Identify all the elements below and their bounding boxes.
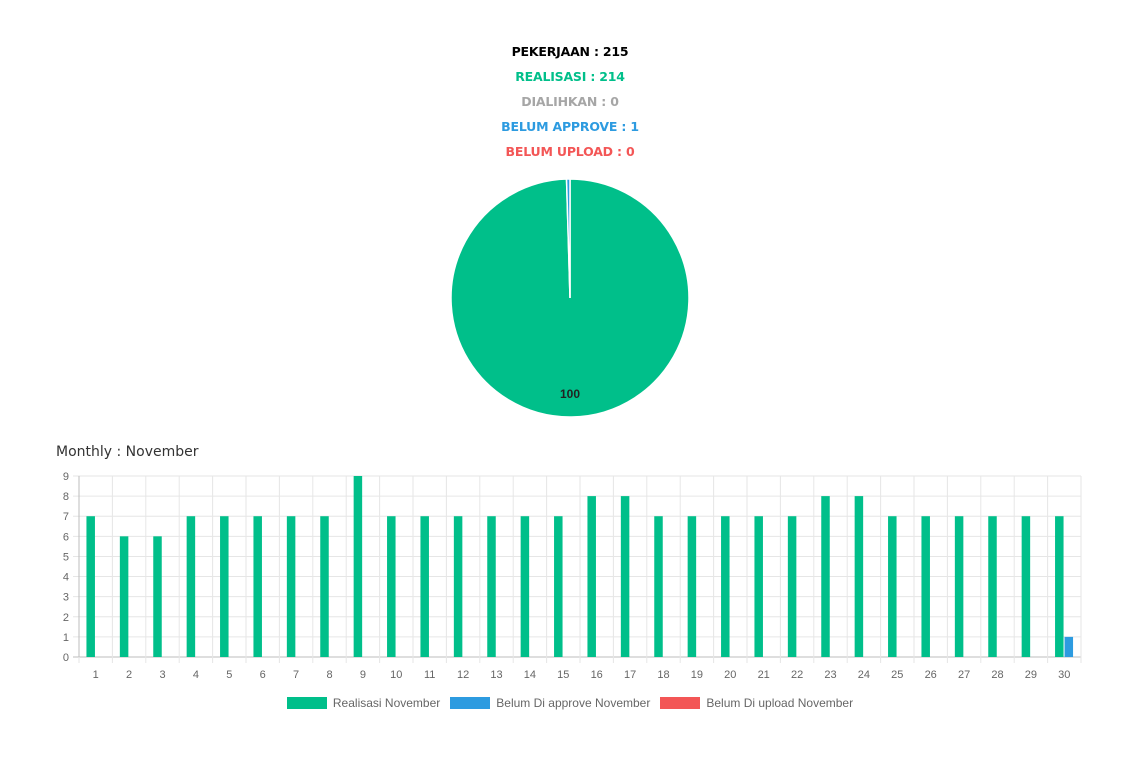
- bar-realisasi[interactable]: [487, 516, 496, 657]
- y-tick-label: 4: [63, 572, 69, 584]
- bar-belum-approve[interactable]: [1064, 636, 1074, 657]
- legend-item-belum-upload[interactable]: Belum Di upload November: [660, 696, 853, 710]
- x-tick-label: 24: [858, 669, 870, 681]
- x-tick-label: 28: [991, 669, 1003, 681]
- x-tick-label: 1: [93, 669, 99, 681]
- bar-realisasi[interactable]: [721, 516, 730, 657]
- x-tick-label: 17: [624, 669, 636, 681]
- x-tick-label: 19: [691, 669, 703, 681]
- bar-realisasi[interactable]: [253, 516, 262, 657]
- x-tick-label: 21: [758, 669, 770, 681]
- x-tick-label: 30: [1058, 669, 1070, 681]
- legend-item-realisasi[interactable]: Realisasi November: [286, 696, 441, 710]
- dialihkan-count: DIALIHKAN : 0: [521, 94, 619, 109]
- bar-realisasi[interactable]: [854, 496, 864, 657]
- pie-chart: 100: [450, 178, 690, 418]
- x-tick-label: 9: [360, 669, 366, 681]
- bar-realisasi[interactable]: [620, 496, 630, 657]
- bar-realisasi[interactable]: [988, 516, 997, 657]
- belum-approve-count: BELUM APPROVE : 1: [501, 119, 639, 134]
- legend-swatch-belum-approve: [450, 697, 491, 709]
- legend-swatch-belum-upload: [660, 697, 701, 709]
- pie-data-label: 100: [560, 387, 580, 401]
- y-tick-label: 6: [63, 531, 69, 543]
- bar-realisasi[interactable]: [453, 516, 463, 657]
- bar-realisasi[interactable]: [153, 536, 162, 657]
- bar-realisasi[interactable]: [520, 516, 530, 657]
- x-tick-label: 26: [925, 669, 937, 681]
- bar-realisasi[interactable]: [554, 516, 563, 657]
- bar-realisasi[interactable]: [654, 516, 663, 657]
- y-tick-label: 5: [63, 551, 69, 563]
- x-tick-label: 29: [1025, 669, 1037, 681]
- bar-realisasi[interactable]: [86, 516, 95, 657]
- y-tick-label: 9: [63, 471, 69, 483]
- y-tick-label: 8: [63, 491, 69, 503]
- legend-swatch-realisasi: [286, 697, 327, 709]
- legend-label-realisasi: Realisasi November: [332, 696, 441, 710]
- bar-realisasi[interactable]: [186, 516, 196, 657]
- y-tick-label: 0: [63, 652, 69, 664]
- bar-realisasi[interactable]: [286, 516, 296, 657]
- x-tick-label: 11: [424, 669, 435, 681]
- x-tick-label: 23: [824, 669, 836, 681]
- x-tick-label: 18: [657, 669, 669, 681]
- x-tick-label: 15: [557, 669, 569, 681]
- pekerjaan-count: PEKERJAAN : 215: [511, 44, 629, 59]
- x-tick-label: 13: [490, 669, 502, 681]
- bar-realisasi[interactable]: [587, 496, 596, 657]
- bar-realisasi[interactable]: [954, 516, 964, 657]
- bar-realisasi[interactable]: [921, 516, 930, 657]
- realisasi-count: REALISASI : 214: [515, 69, 625, 84]
- y-tick-label: 3: [63, 592, 69, 604]
- bar-realisasi[interactable]: [387, 516, 396, 657]
- x-tick-label: 14: [524, 669, 536, 681]
- x-tick-label: 27: [958, 669, 970, 681]
- bar-realisasi[interactable]: [754, 516, 763, 657]
- x-tick-label: 7: [293, 669, 299, 681]
- monthly-chart-title: Monthly : November: [56, 444, 199, 460]
- summary-panel: PEKERJAAN : 215 REALISASI : 214 DIALIHKA…: [0, 44, 1140, 169]
- x-tick-label: 22: [791, 669, 803, 681]
- legend-label-belum-upload: Belum Di upload November: [706, 696, 854, 710]
- bar-realisasi[interactable]: [1021, 516, 1031, 657]
- x-tick-label: 3: [159, 669, 165, 681]
- bar-realisasi[interactable]: [821, 496, 830, 657]
- bar-realisasi[interactable]: [220, 516, 229, 657]
- bar-realisasi[interactable]: [1055, 516, 1064, 657]
- pie-slice[interactable]: [565, 178, 571, 299]
- bar-realisasi[interactable]: [320, 516, 329, 657]
- x-tick-label: 10: [390, 669, 402, 681]
- bar-chart-legend: Realisasi November Belum Di approve Nove…: [0, 696, 1140, 710]
- x-tick-label: 6: [260, 669, 266, 681]
- x-tick-label: 16: [591, 669, 603, 681]
- x-tick-label: 8: [326, 669, 332, 681]
- bar-realisasi[interactable]: [353, 476, 363, 657]
- bar-realisasi[interactable]: [119, 536, 129, 657]
- y-tick-label: 1: [63, 632, 69, 644]
- legend-item-belum-approve[interactable]: Belum Di approve November: [450, 696, 650, 710]
- belum-upload-count: BELUM UPLOAD : 0: [505, 144, 635, 159]
- x-tick-label: 12: [457, 669, 469, 681]
- bar-realisasi[interactable]: [888, 516, 897, 657]
- legend-label-belum-approve: Belum Di approve November: [496, 696, 651, 710]
- bar-realisasi[interactable]: [420, 516, 429, 657]
- y-tick-label: 7: [63, 511, 69, 523]
- x-tick-label: 4: [193, 669, 199, 681]
- x-tick-label: 20: [724, 669, 736, 681]
- x-tick-label: 25: [891, 669, 903, 681]
- x-tick-label: 2: [126, 669, 132, 681]
- y-tick-label: 2: [63, 612, 69, 624]
- bar-realisasi[interactable]: [687, 516, 697, 657]
- bar-realisasi[interactable]: [787, 516, 797, 657]
- x-tick-label: 5: [226, 669, 232, 681]
